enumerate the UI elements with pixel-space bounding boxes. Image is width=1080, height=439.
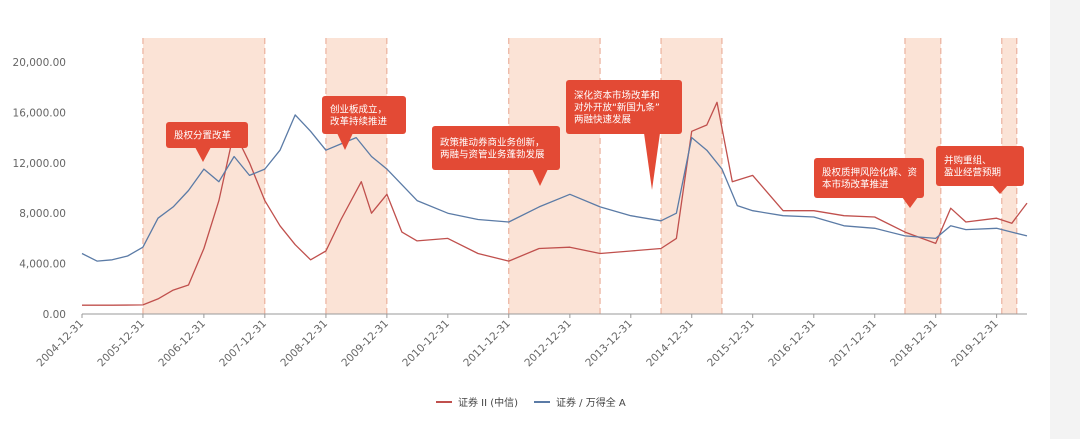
annotation-text: 两融快速发展 [574, 114, 632, 126]
legend: 证券 II (中信) 证券 / 万得全 A [436, 396, 626, 409]
annotation-callout-0: 股权分置改革 [166, 122, 248, 162]
y-tick-label: 16,000.00 [13, 107, 66, 119]
annotation-box [566, 80, 682, 134]
shaded-period-3 [661, 38, 722, 314]
annotation-text: 两融与资管业务蓬勃发展 [440, 149, 545, 161]
annotation-pointer [337, 133, 353, 150]
x-tick-label: 2014-12-31 [644, 318, 696, 370]
annotation-text: 对外开放“新国九条” [574, 102, 660, 114]
annotation-callout-1: 创业板成立，改革持续推进 [322, 96, 406, 150]
annotation-text: 股权分置改革 [174, 130, 232, 142]
shaded-period-1 [325, 38, 387, 314]
x-tick-label: 2009-12-31 [339, 318, 391, 370]
x-tick-label: 2013-12-31 [583, 318, 635, 370]
x-tick-label: 2018-12-31 [888, 318, 940, 370]
shaded-period-0 [142, 38, 265, 314]
y-tick-label: 0.00 [43, 309, 66, 321]
legend-label-0: 证券 II (中信) [458, 396, 518, 409]
annotation-text: 改革持续推进 [330, 116, 388, 128]
annotation-pointer [644, 133, 660, 190]
shaded-period-2 [508, 38, 601, 314]
annotation-text: 盈业经营预期 [944, 167, 1001, 179]
annotation-pointer [902, 197, 918, 208]
annotation-box [166, 122, 248, 148]
annotation-box [432, 126, 560, 170]
y-tick-label: 20,000.00 [13, 57, 66, 69]
x-axis: 2004-12-31 2005-12-31 2006-12-31 2007-12-31… [34, 313, 1027, 370]
page-edge [1050, 0, 1080, 439]
line-chart: 0.00 4,000.00 8,000.00 12,000.00 16,000.00 20… [13, 38, 1028, 409]
series-lines [81, 101, 1028, 306]
x-tick-label: 2015-12-31 [705, 318, 757, 370]
y-tick-label: 12,000.00 [13, 158, 66, 170]
annotation-box [814, 158, 924, 198]
x-tick-label: 2011-12-31 [461, 318, 513, 370]
x-tick-label: 2007-12-31 [217, 318, 269, 370]
annotation-text: 本市场改革推进 [822, 179, 889, 191]
annotation-box [936, 146, 1024, 186]
annotation-callout-2: 政策推动券商业务创新，两融与资管业务蓬勃发展 [432, 126, 560, 186]
annotation-pointer [195, 147, 211, 162]
annotation-text: 政策推动券商业务创新， [440, 137, 545, 149]
x-tick-label: 2016-12-31 [766, 318, 818, 370]
x-tick-label: 2005-12-31 [95, 318, 147, 370]
x-tick-label: 2010-12-31 [400, 318, 452, 370]
x-tick-label: 2008-12-31 [278, 318, 330, 370]
legend-label-1: 证券 / 万得全 A [556, 396, 626, 409]
annotations: 股权分置改革创业板成立，改革持续推进政策推动券商业务创新，两融与资管业务蓬勃发展… [166, 80, 1024, 208]
y-tick-label: 4,000.00 [19, 259, 66, 271]
annotation-pointer [992, 185, 1008, 194]
annotation-text: 并购重组、 [944, 155, 992, 167]
x-tick-label: 2006-12-31 [156, 318, 208, 370]
y-tick-label: 8,000.00 [19, 208, 66, 220]
annotation-text: 股权质押风险化解、资 [822, 167, 918, 179]
x-tick-label: 2012-12-31 [522, 318, 574, 370]
x-tick-label: 2019-12-31 [949, 318, 1001, 370]
annotation-text: 创业板成立， [330, 104, 387, 116]
annotation-pointer [532, 169, 548, 186]
x-tick-label: 2004-12-31 [34, 318, 86, 370]
y-axis: 0.00 4,000.00 8,000.00 12,000.00 16,000.00 20… [13, 57, 66, 321]
x-tick-label: 2017-12-31 [827, 318, 879, 370]
annotation-box [322, 96, 406, 134]
series-line-0 [82, 101, 1028, 306]
annotation-callout-5: 并购重组、盈业经营预期 [936, 146, 1024, 194]
series-line-1 [81, 114, 1028, 262]
annotation-text: 深化资本市场改革和 [574, 90, 660, 102]
